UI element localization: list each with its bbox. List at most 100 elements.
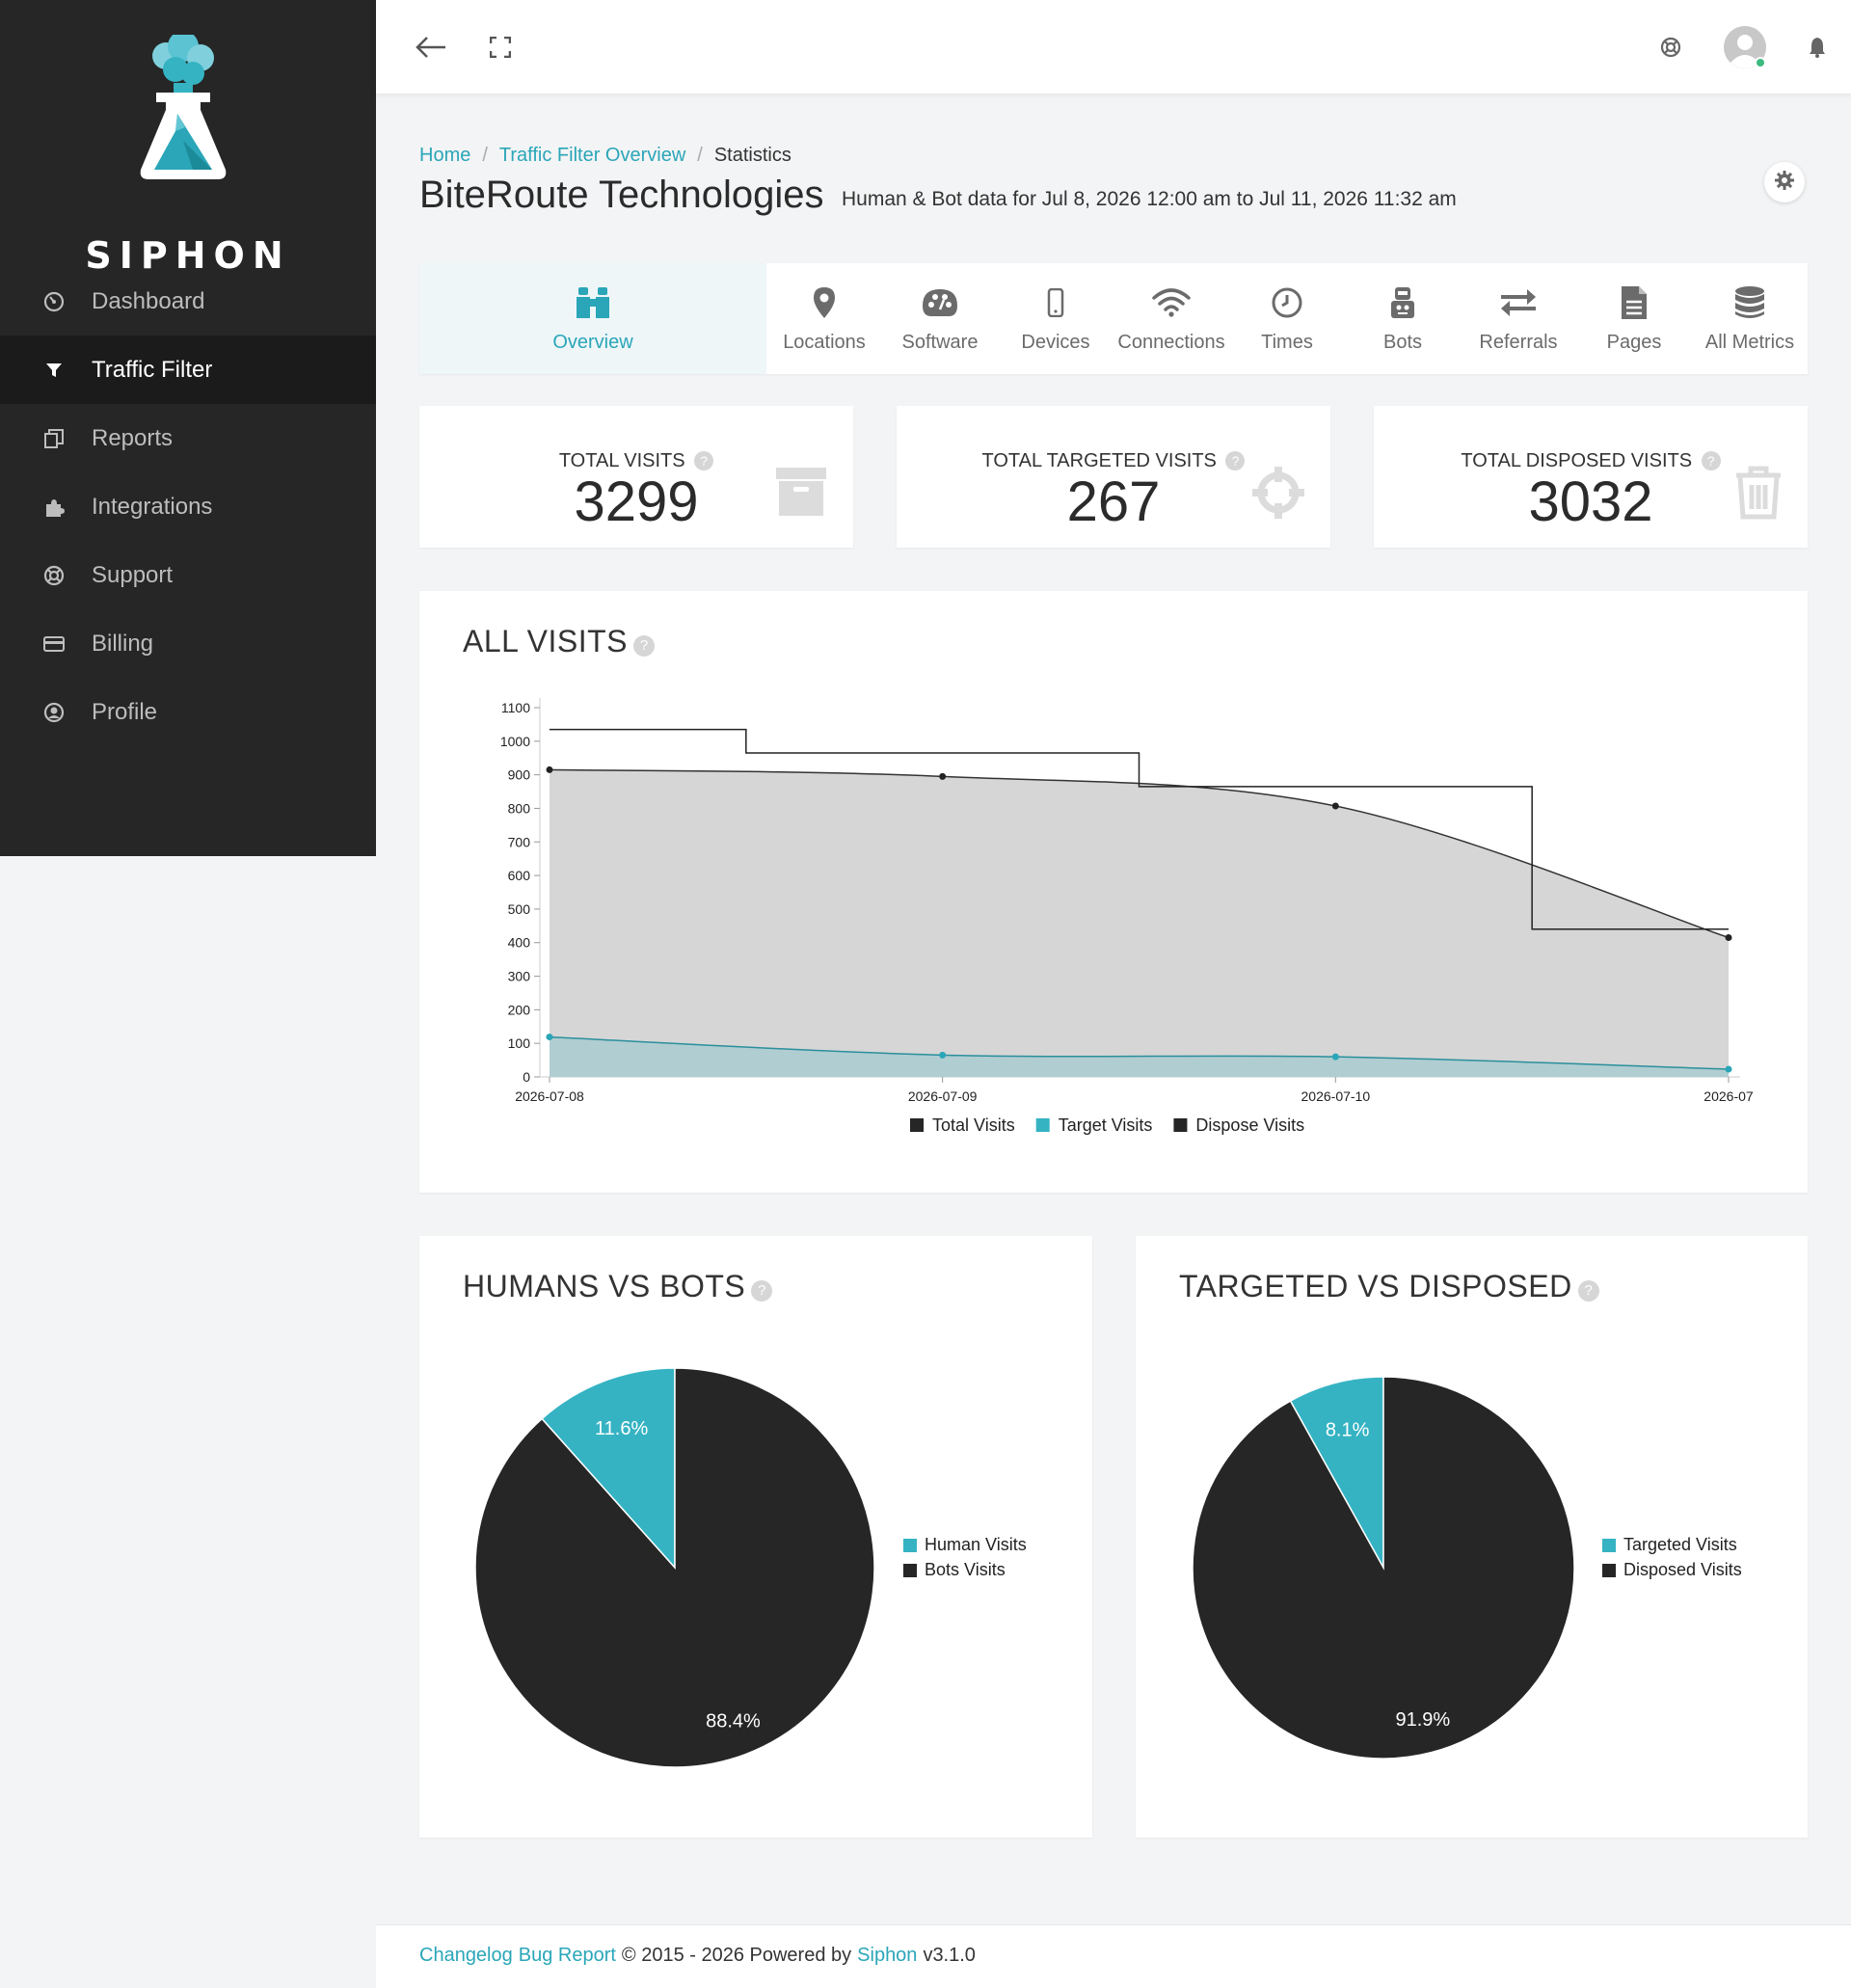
total-visits-point	[546, 766, 553, 773]
y-tick-label: 700	[508, 834, 531, 849]
section-title: HUMANS VS BOTS?	[463, 1269, 773, 1304]
sidebar-item-reports[interactable]: Reports	[0, 404, 376, 472]
sidebar-item-label: Integrations	[92, 493, 213, 520]
robot-icon	[1388, 283, 1417, 322]
y-tick-label: 300	[508, 969, 531, 984]
tab-bots[interactable]: Bots	[1345, 263, 1461, 374]
version-text: v3.1.0	[923, 1945, 976, 1966]
sidebar-item-label: Support	[92, 561, 174, 588]
map-pin-icon	[813, 283, 836, 322]
footer-content: Changelog Bug Report © 2015 - 2026 Power…	[419, 1945, 976, 1967]
siphon-link[interactable]: Siphon	[857, 1945, 918, 1966]
page-subtitle: Human & Bot data for Jul 8, 2026 12:00 a…	[842, 188, 1457, 210]
stat-card-targeted-visits: TOTAL TARGETED VISITS ? 267	[897, 406, 1330, 548]
sidebar-item-dashboard[interactable]: Dashboard	[0, 267, 376, 336]
x-tick-label: 2026-07-08	[515, 1088, 584, 1104]
pie-slice	[541, 1367, 676, 1570]
targeted-vs-disposed-pie: 8.1% 91.9%	[1192, 1376, 1575, 1760]
tab-referrals[interactable]: Referrals	[1461, 263, 1576, 374]
help-icon[interactable]: ?	[1225, 451, 1246, 470]
stat-card-disposed-visits: TOTAL DISPOSED VISITS ? 3032	[1374, 406, 1808, 548]
sidebar-item-billing[interactable]: Billing	[0, 609, 376, 678]
tab-software[interactable]: Software	[882, 263, 998, 374]
stat-value: 3299	[574, 470, 699, 533]
legend-swatch	[1602, 1538, 1616, 1552]
avatar[interactable]	[1722, 24, 1768, 70]
stat-value: 267	[1066, 470, 1161, 533]
lifebuoy-icon[interactable]	[1660, 37, 1681, 58]
x-tick-label: 2026-07-10	[1301, 1088, 1371, 1104]
tab-label: Overview	[552, 332, 633, 353]
exchange-icon	[1500, 283, 1537, 322]
tab-connections[interactable]: Connections	[1113, 263, 1229, 374]
help-icon[interactable]: ?	[694, 451, 714, 470]
target-visits-point	[939, 1051, 947, 1059]
dashboard-icon	[42, 290, 66, 313]
arrow-left-icon[interactable]	[415, 35, 447, 60]
y-tick-label: 500	[508, 901, 531, 917]
clock-icon	[1272, 283, 1302, 322]
help-icon[interactable]: ?	[1701, 451, 1721, 470]
tab-devices[interactable]: Devices	[998, 263, 1113, 374]
tab-locations[interactable]: Locations	[766, 263, 882, 374]
tab-pages[interactable]: Pages	[1576, 263, 1692, 374]
pie-slice-label: 91.9%	[1396, 1709, 1451, 1731]
pie-slice	[1289, 1376, 1384, 1571]
section-title: TARGETED VS DISPOSED?	[1179, 1269, 1599, 1304]
help-icon[interactable]: ?	[1577, 1280, 1599, 1302]
x-tick-label: 2026-07-09	[908, 1088, 978, 1104]
pie-slice	[1192, 1376, 1575, 1760]
breadcrumb-traffic-filter-overview[interactable]: Traffic Filter Overview	[498, 145, 686, 166]
copyright-text: © 2015 - 2026 Powered by	[621, 1945, 852, 1966]
tab-label: All Metrics	[1704, 332, 1795, 353]
breadcrumb-home[interactable]: Home	[419, 145, 471, 166]
lifebuoy-icon	[42, 564, 66, 587]
sidebar-item-label: Traffic Filter	[92, 356, 213, 383]
y-tick-label: 0	[523, 1069, 530, 1085]
humans-vs-bots-card: HUMANS VS BOTS? 11.6% 88.4% Human Visits …	[419, 1236, 1092, 1838]
file-icon	[1621, 283, 1648, 322]
y-tick-label: 900	[508, 767, 531, 783]
sidebar-item-support[interactable]: Support	[0, 541, 376, 609]
sidebar-item-profile[interactable]: Profile	[0, 678, 376, 746]
tab-label: Bots	[1382, 332, 1423, 353]
legend-item[interactable]: Bots Visits	[903, 1560, 1006, 1580]
settings-button[interactable]	[1764, 162, 1805, 202]
siphon-logo[interactable]: SIPHON	[0, 31, 376, 277]
pie-slice-label: 88.4%	[706, 1711, 761, 1733]
sidebar-item-integrations[interactable]: Integrations	[0, 472, 376, 541]
tab-overview[interactable]: Overview	[419, 263, 766, 374]
y-tick-label: 100	[508, 1035, 531, 1051]
help-icon[interactable]: ?	[633, 635, 655, 657]
bell-icon[interactable]	[1809, 37, 1826, 58]
online-status-indicator	[1755, 56, 1766, 68]
targeted-vs-disposed-card: TARGETED VS DISPOSED? 8.1% 91.9% Targeted…	[1136, 1236, 1808, 1838]
humans-vs-bots-pie: 11.6% 88.4%	[474, 1367, 875, 1768]
tab-all-metrics[interactable]: All Metrics	[1692, 263, 1808, 374]
footer: Changelog Bug Report © 2015 - 2026 Power…	[376, 1924, 1851, 1988]
wifi-icon	[1151, 283, 1192, 322]
sidebar-item-traffic-filter[interactable]: Traffic Filter	[0, 336, 376, 404]
legend-swatch	[1173, 1118, 1188, 1132]
tab-times[interactable]: Times	[1229, 263, 1345, 374]
stat-label: TOTAL VISITS ?	[419, 450, 853, 472]
help-icon[interactable]: ?	[751, 1280, 773, 1302]
legend-item[interactable]: Human Visits	[903, 1535, 1027, 1555]
puzzle-icon	[42, 496, 66, 519]
legend-swatch	[1602, 1563, 1616, 1577]
bug-report-link[interactable]: Bug Report	[518, 1945, 616, 1966]
pie-slice	[474, 1367, 875, 1768]
legend-item[interactable]: Disposed Visits	[1602, 1560, 1742, 1580]
credit-card-icon	[42, 632, 66, 656]
legend-item[interactable]: Targeted Visits	[1602, 1535, 1737, 1555]
changelog-link[interactable]: Changelog	[419, 1945, 513, 1966]
all-visits-card: ALL VISITS? 0 100 200 300 400 500 600 700 800 900…	[419, 591, 1808, 1193]
total-visits-area	[550, 769, 1729, 1077]
filter-icon	[42, 359, 66, 382]
tab-label: Connections	[1117, 332, 1225, 353]
expand-icon[interactable]	[490, 36, 511, 58]
target-visits-point	[546, 1034, 553, 1041]
mobile-icon	[1047, 283, 1064, 322]
sidebar-item-label: Billing	[92, 630, 154, 657]
total-visits-point	[1725, 934, 1732, 942]
